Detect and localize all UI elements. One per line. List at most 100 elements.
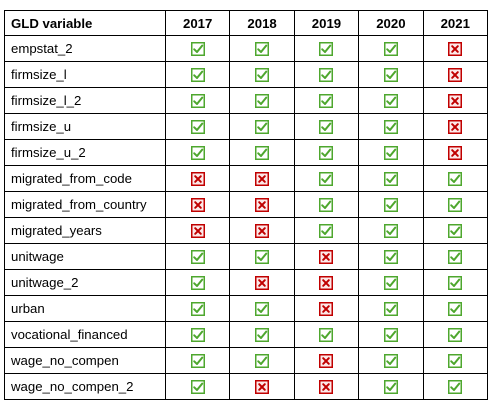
variable-name-cell: unitwage [4,243,166,270]
header-row: GLD variable 2017 2018 2019 2020 2021 [4,10,488,36]
status-cell [164,113,231,140]
check-box-icon [383,380,398,395]
table-row: urban [4,295,488,322]
variable-name-cell: firmsize_u [4,113,166,140]
column-header-year: 2021 [422,10,488,36]
status-cell [358,269,424,296]
table-row: unitwage [4,243,488,270]
cross-box-icon [255,198,270,213]
check-box-icon [383,250,398,265]
status-cell [229,165,295,192]
status-cell [164,139,231,166]
status-cell [358,139,424,166]
check-box-icon [383,42,398,57]
status-cell [293,139,360,166]
status-cell [293,35,360,62]
status-cell [229,113,295,140]
status-cell [422,321,488,348]
variable-name-cell: urban [4,295,166,322]
status-cell [358,295,424,322]
status-cell [229,269,295,296]
check-box-icon [255,94,270,109]
check-box-icon [255,302,270,317]
check-box-icon [190,68,205,83]
check-box-icon [448,224,463,239]
check-box-icon [383,328,398,343]
status-cell [422,217,488,244]
check-box-icon [383,302,398,317]
variable-name-cell: wage_no_compen [4,347,166,374]
variable-name-cell: wage_no_compen_2 [4,373,166,400]
column-header-year: 2018 [229,10,295,36]
variable-name-cell: vocational_financed [4,321,166,348]
column-header-year: 2020 [358,10,424,36]
status-cell [164,87,231,114]
gld-variable-table: GLD variable 2017 2018 2019 2020 2021 em… [4,10,488,400]
status-cell [358,113,424,140]
check-box-icon [448,302,463,317]
status-cell [422,165,488,192]
check-box-icon [383,198,398,213]
check-box-icon [383,172,398,187]
status-cell [164,61,231,88]
check-box-icon [255,146,270,161]
variable-name-cell: migrated_from_country [4,191,166,218]
status-cell [229,61,295,88]
status-cell [229,295,295,322]
check-box-icon [190,302,205,317]
status-cell [422,347,488,374]
check-box-icon [448,172,463,187]
table-row: migrated_years [4,217,488,244]
check-box-icon [255,250,270,265]
variable-name-cell: migrated_from_code [4,165,166,192]
cross-box-icon [319,276,334,291]
check-box-icon [319,198,334,213]
status-cell [229,347,295,374]
cross-box-icon [448,94,463,109]
table-row: unitwage_2 [4,269,488,296]
status-cell [229,191,295,218]
status-cell [293,113,360,140]
column-header-year: 2019 [293,10,360,36]
check-box-icon [255,42,270,57]
check-box-icon [190,276,205,291]
check-box-icon [255,328,270,343]
status-cell [164,165,231,192]
status-cell [293,321,360,348]
check-box-icon [319,328,334,343]
status-cell [293,295,360,322]
status-cell [422,295,488,322]
status-cell [164,347,231,374]
status-cell [358,321,424,348]
variable-name-cell: empstat_2 [4,35,166,62]
status-cell [358,191,424,218]
status-cell [293,217,360,244]
cross-box-icon [255,276,270,291]
check-box-icon [255,354,270,369]
check-box-icon [190,120,205,135]
variable-name-cell: firmsize_l_2 [4,87,166,114]
cross-box-icon [255,380,270,395]
status-cell [229,373,295,400]
check-box-icon [319,172,334,187]
status-cell [422,87,488,114]
cross-box-icon [255,172,270,187]
cross-box-icon [319,354,334,369]
status-cell [164,295,231,322]
cross-box-icon [448,120,463,135]
check-box-icon [319,146,334,161]
check-box-icon [255,120,270,135]
variable-name-cell: firmsize_l [4,61,166,88]
status-cell [422,243,488,270]
status-cell [358,217,424,244]
cross-box-icon [448,146,463,161]
check-box-icon [255,68,270,83]
table-row: wage_no_compen_2 [4,373,488,400]
cross-box-icon [319,250,334,265]
check-box-icon [190,146,205,161]
table-row: wage_no_compen [4,347,488,374]
status-cell [164,321,231,348]
status-cell [358,243,424,270]
check-box-icon [190,354,205,369]
